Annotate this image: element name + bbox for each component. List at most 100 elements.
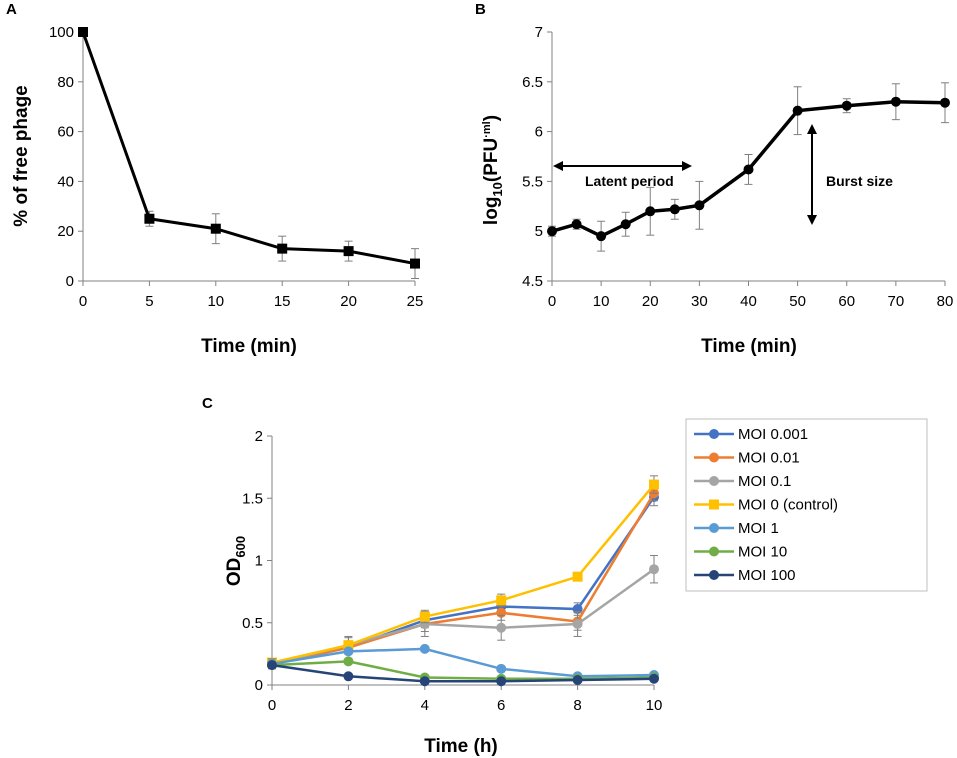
- data-point: [267, 660, 277, 671]
- latent-period-arrow-left-head: [553, 161, 563, 171]
- y-tick-label: 0: [255, 677, 263, 694]
- burst-size-label: Burst size: [826, 173, 893, 189]
- panel-a: A 0 5 10 15 20 25 0 20 40 60 80 100 Time (min) % of…: [6, 1, 423, 357]
- data-point: [572, 618, 583, 629]
- latent-period-arrow-right-head: [682, 161, 692, 171]
- data-point: [547, 226, 557, 237]
- x-tick-label: 8: [573, 697, 581, 714]
- y-tick-label: 100: [49, 24, 74, 41]
- y-tick-label: 60: [57, 124, 74, 141]
- data-point: [572, 675, 583, 686]
- legend-label: MOI 1: [738, 520, 779, 537]
- x-tick-label: 10: [646, 697, 663, 714]
- data-point: [410, 258, 420, 269]
- legend-label: MOI 0.01: [738, 450, 800, 467]
- x-tick-label: 0: [548, 293, 556, 310]
- x-tick-label: 25: [407, 293, 424, 310]
- legend-marker: [709, 452, 719, 463]
- data-point: [649, 564, 659, 575]
- data-point: [620, 219, 631, 230]
- panel-a-x-axis-title: Time (min): [201, 336, 297, 357]
- panel-b-y-title-sup: ·ml: [481, 121, 493, 138]
- y-tick-label: 6.5: [522, 74, 543, 91]
- x-tick-label: 40: [740, 293, 757, 310]
- panel-b-y-title-rest: (PFU: [481, 138, 502, 182]
- y-tick-label: 5: [535, 223, 543, 240]
- data-point: [841, 100, 852, 111]
- series-3: [267, 475, 659, 668]
- data-point: [649, 673, 659, 684]
- series-0: [547, 82, 950, 252]
- panel-a-y-axis-title: % of free phage: [11, 85, 32, 226]
- legend-marker: [709, 546, 719, 557]
- legend-marker: [709, 523, 719, 533]
- data-point: [343, 246, 354, 257]
- x-tick-label: 5: [145, 293, 153, 310]
- panel-b-y-title-sub: 10: [490, 182, 505, 196]
- data-point: [694, 200, 705, 211]
- data-point: [496, 595, 507, 606]
- data-point: [78, 27, 88, 37]
- y-tick-label: 0: [66, 273, 74, 290]
- y-tick-label: 6: [535, 124, 543, 141]
- legend-label: MOI 10: [738, 544, 787, 561]
- panel-c-y-title-main: OD: [224, 558, 245, 587]
- x-tick-label: 0: [268, 697, 276, 714]
- x-tick-label: 50: [789, 293, 806, 310]
- x-tick-label: 20: [642, 293, 659, 310]
- x-tick-label: 10: [593, 293, 610, 310]
- panel-c-legend: MOI 0.001 MOI 0.01 MOI 0.1 MOI 0 (control) M…: [685, 418, 928, 592]
- y-tick-label: 1.5: [242, 490, 263, 507]
- legend-label: MOI 0.1: [738, 473, 791, 490]
- panel-b-x-axis-title: Time (min): [701, 336, 797, 357]
- data-point: [572, 571, 583, 582]
- legend-label: MOI 0.001: [738, 426, 808, 443]
- panel-b-plot-area: 0 10 20 30 40 50 60 70 80 4.5 5 5.5 6 6.5 7: [522, 24, 953, 310]
- latent-period-label: Latent period: [585, 173, 674, 189]
- data-point: [571, 219, 582, 230]
- series-line: [271, 492, 656, 666]
- panel-c-y-axis-title: OD600: [224, 536, 248, 586]
- series-line: [271, 647, 655, 678]
- y-tick-label: 5.5: [522, 173, 543, 190]
- x-tick-label: 6: [497, 697, 505, 714]
- data-point: [596, 231, 607, 242]
- y-tick-label: 2: [255, 428, 263, 445]
- data-point: [890, 96, 901, 107]
- data-point: [743, 164, 754, 175]
- y-tick-label: 7: [535, 24, 543, 41]
- panel-c-label: C: [202, 395, 213, 412]
- legend-marker: [709, 570, 719, 580]
- x-tick-label: 15: [274, 293, 291, 310]
- series-line: [81, 31, 416, 266]
- panel-b-y-title-main: log: [481, 197, 502, 226]
- data-point: [496, 676, 507, 687]
- data-point: [669, 204, 680, 215]
- data-point: [645, 206, 656, 217]
- data-point: [496, 663, 507, 674]
- x-tick-label: 70: [888, 293, 905, 310]
- y-tick-label: 80: [57, 74, 74, 91]
- x-tick-label: 2: [344, 697, 352, 714]
- panel-b-y-axis-title: log10(PFU·ml): [481, 115, 505, 225]
- data-point: [419, 676, 430, 687]
- x-tick-label: 60: [838, 293, 855, 310]
- x-tick-label: 20: [340, 293, 357, 310]
- y-tick-label: 0.5: [242, 615, 263, 632]
- legend-label: MOI 0 (control): [738, 497, 838, 514]
- data-point: [649, 479, 659, 490]
- x-tick-label: 4: [421, 697, 429, 714]
- data-point: [419, 611, 430, 622]
- y-tick-label: 20: [57, 223, 74, 240]
- panel-b-label: B: [475, 1, 486, 18]
- data-point: [343, 671, 354, 682]
- series-0: [78, 27, 420, 280]
- x-tick-label: 30: [691, 293, 708, 310]
- panel-c-x-axis-title: Time (h): [424, 736, 498, 757]
- y-tick-label: 1: [255, 553, 263, 570]
- legend-marker: [709, 476, 719, 486]
- series-line: [271, 483, 655, 664]
- x-tick-label: 10: [207, 293, 224, 310]
- panel-c-plot-area: 0 2 4 6 8 10 0 0.5 1 1.5 2: [242, 428, 662, 714]
